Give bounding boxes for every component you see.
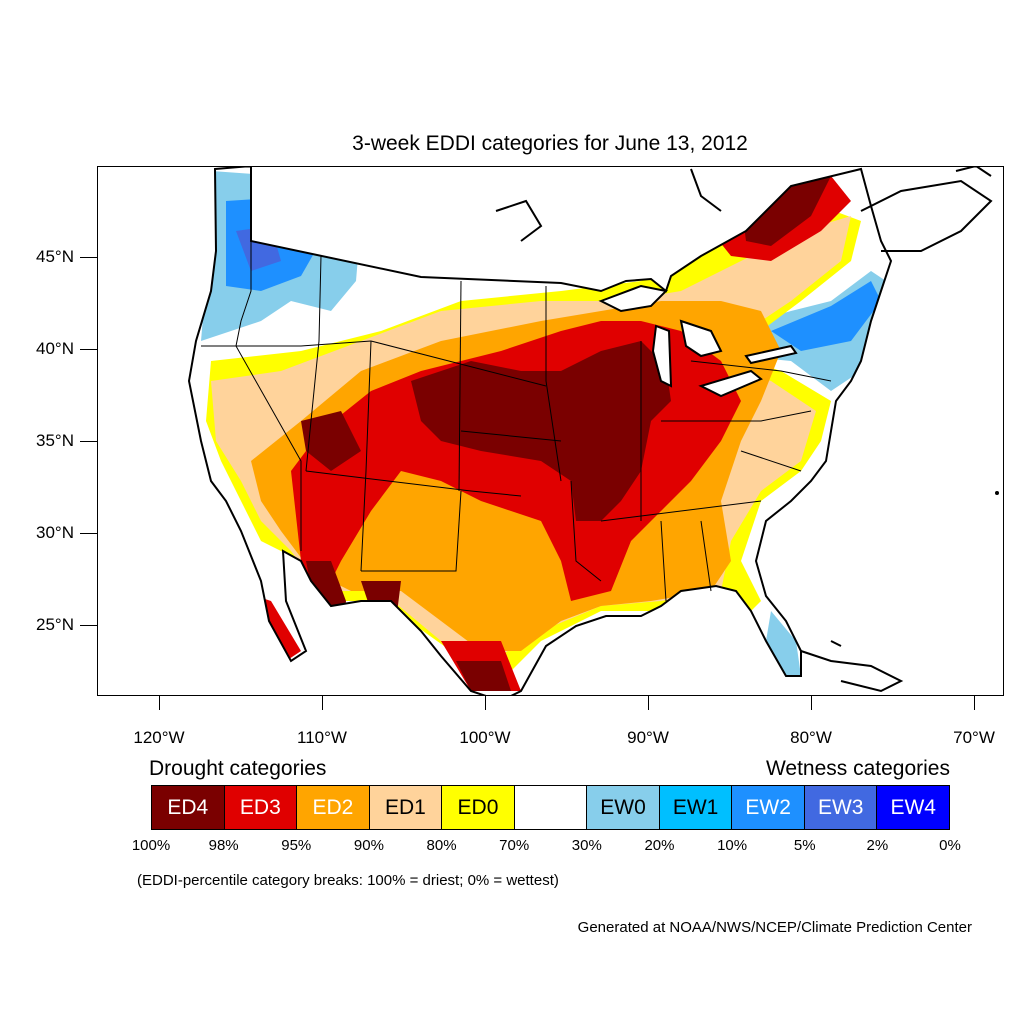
lat-label-35n: 35°N (36, 431, 74, 450)
drought-categories-heading: Drought categories (149, 757, 327, 780)
lat-tick (80, 441, 97, 442)
legend-break-label: 100% (131, 837, 171, 854)
lon-label-110w: 110°W (297, 728, 347, 747)
credit-line: Generated at NOAA/NWS/NCEP/Climate Predi… (577, 919, 972, 936)
legend-cell-ew0: EW0 (587, 786, 660, 829)
legend-cell-ew4: EW4 (877, 786, 950, 829)
lon-label-100w: 100°W (459, 728, 511, 747)
legend-break-label: 70% (499, 837, 530, 854)
state-boundaries (201, 241, 832, 602)
legend-cell-ew3: EW3 (804, 786, 878, 829)
category-breaks-note: (EDDI-percentile category breaks: 100% =… (137, 872, 559, 889)
lat-label-25n: 25°N (36, 615, 74, 634)
legend-break-label: 20% (644, 837, 675, 854)
map-title: 3-week EDDI categories for June 13, 2012 (352, 132, 748, 155)
lon-tick (648, 696, 649, 710)
eddi-map (97, 166, 1004, 696)
legend-break-label: 10% (717, 837, 748, 854)
legend-break-label: 98% (208, 837, 239, 854)
lon-label-70w: 70°W (953, 728, 995, 747)
legend-cell-neutral (514, 786, 588, 829)
legend-break-label: 30% (571, 837, 602, 854)
legend-cell-ed0: ED0 (442, 786, 515, 829)
lat-label-30n: 30°N (36, 523, 74, 542)
lat-label-40n: 40°N (36, 339, 74, 358)
lon-tick (974, 696, 975, 710)
legend-break-label: 80% (426, 837, 457, 854)
drought-region-ed4 (411, 341, 671, 521)
legend-cell-ed3: ED3 (224, 786, 298, 829)
lon-tick (485, 696, 486, 710)
wetness-categories-heading: Wetness categories (765, 757, 950, 780)
great-lakes (598, 284, 798, 398)
legend-break-label: 90% (353, 837, 384, 854)
legend-cell-ew1: EW1 (659, 786, 733, 829)
legend-break-label: 5% (793, 837, 816, 854)
lat-tick (80, 257, 97, 258)
legend-cell-ed4: ED4 (152, 786, 225, 829)
legend-break-label: 0% (939, 837, 961, 854)
lat-tick (80, 349, 97, 350)
lon-label-90w: 90°W (627, 728, 669, 747)
lat-tick (80, 533, 97, 534)
lon-tick (322, 696, 323, 710)
legend-cell-ed1: ED1 (369, 786, 443, 829)
coastline (187, 167, 893, 695)
legend-cell-ed2: ED2 (297, 786, 370, 829)
lon-label-120w: 120°W (133, 728, 185, 747)
legend-cell-ew2: EW2 (732, 786, 805, 829)
legend-break-label: 95% (281, 837, 312, 854)
legend-color-bar: ED4 ED3 ED2 ED1 ED0 EW0 EW1 EW2 EW3 EW4 (151, 785, 950, 830)
lat-tick (80, 625, 97, 626)
lon-tick (811, 696, 812, 710)
legend-break-label: 2% (866, 837, 889, 854)
lat-label-45n: 45°N (36, 247, 74, 266)
lon-label-80w: 80°W (790, 728, 832, 747)
lon-tick (159, 696, 160, 710)
